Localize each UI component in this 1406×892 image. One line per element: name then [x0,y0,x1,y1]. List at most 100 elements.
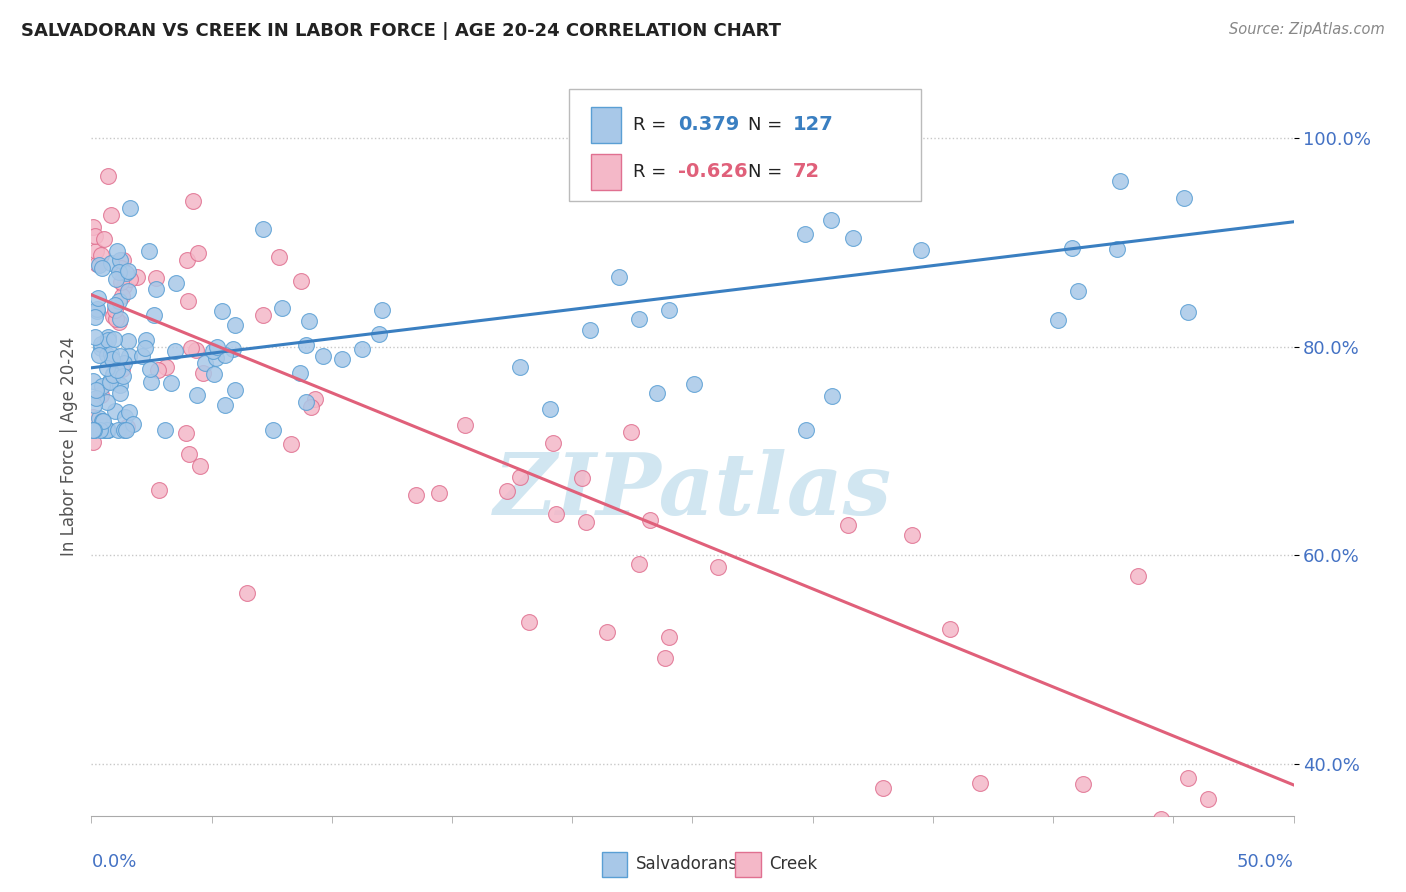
Point [145,282,167,296]
Point [193,367,215,381]
Point [83,398,105,412]
Point [298,314,321,328]
Text: 0.379: 0.379 [678,115,740,134]
Point [575,515,598,529]
Point [87,411,110,425]
Point [117,405,139,419]
Point [155,359,177,374]
Point [658,303,681,318]
Point [82,423,104,437]
Point [112,356,135,370]
Point [108,312,131,326]
Point [141,375,163,389]
Point [312,349,335,363]
Point [654,651,676,665]
Point [122,417,145,432]
Point [271,301,294,315]
Point [110,275,132,289]
Point [86,392,108,406]
Point [82,220,104,235]
Point [103,404,125,418]
Point [83,423,105,437]
Point [148,363,170,377]
Point [658,630,681,644]
Point [224,318,246,332]
Point [84,383,107,397]
Point [252,222,274,236]
Point [84,310,107,325]
Point [131,349,153,363]
Point [180,341,202,355]
Point [117,284,139,298]
Point [184,343,207,357]
Point [174,426,197,441]
Point [794,423,817,437]
Point [205,351,228,365]
Point [267,251,290,265]
Point [794,227,817,242]
Point [640,513,662,527]
Text: 72: 72 [793,162,820,181]
Point [509,470,531,484]
Point [628,558,651,572]
Point [114,409,136,424]
Point [187,246,209,260]
Point [86,291,108,305]
Point [135,333,157,347]
Point [1071,777,1094,791]
Point [1177,771,1199,785]
Point [1173,191,1195,205]
Text: N =: N = [748,116,787,134]
Point [103,354,125,368]
Point [110,378,132,392]
Point [108,252,131,267]
Point [620,425,643,439]
Point [177,293,200,308]
Point [544,507,567,521]
Point [86,257,108,271]
Point [304,392,326,406]
Point [86,301,108,316]
Point [1177,305,1199,319]
Point [114,266,136,280]
Point [117,334,139,348]
Point [93,232,115,246]
Point [100,347,122,361]
Point [821,389,844,403]
Point [84,329,107,343]
Point [1150,812,1173,826]
Point [96,423,118,437]
Point [97,169,120,183]
Point [211,303,233,318]
Point [837,517,859,532]
Point [1109,174,1132,188]
Text: 0.0%: 0.0% [91,853,136,871]
Point [627,312,650,326]
Point [94,423,117,437]
Point [100,208,122,222]
Point [142,308,165,322]
Point [900,528,922,542]
Point [104,297,127,311]
Point [910,243,932,257]
Text: SALVADORAN VS CREEK IN LABOR FORCE | AGE 20-24 CORRELATION CHART: SALVADORAN VS CREEK IN LABOR FORCE | AGE… [21,22,782,40]
Point [596,624,619,639]
Point [89,348,111,362]
Point [1060,241,1083,255]
Point [205,340,228,354]
Point [84,244,107,258]
Text: 127: 127 [793,115,834,134]
Point [114,423,136,437]
Point [111,289,134,303]
Point [90,388,112,402]
Point [517,615,540,629]
Point [108,350,131,364]
Point [97,334,120,348]
Point [236,586,259,600]
Point [118,349,141,363]
Text: R =: R = [633,116,672,134]
Point [214,398,236,412]
Point [294,338,316,352]
Point [134,341,156,355]
Point [427,486,450,500]
